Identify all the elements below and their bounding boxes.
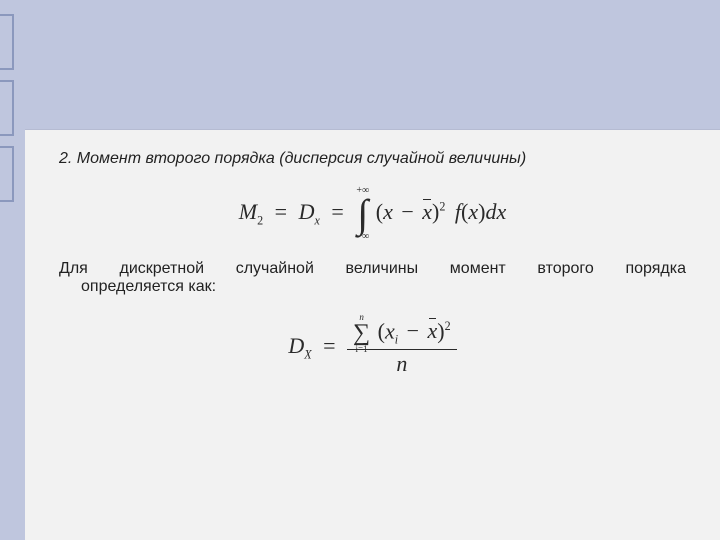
section-title: 2. Момент второго порядка (дисперсия слу… xyxy=(59,150,686,168)
slide: 2. Момент второго порядка (дисперсия слу… xyxy=(0,0,720,540)
sym-xbar: x xyxy=(422,201,432,223)
sym-eq: = xyxy=(275,199,287,224)
sym2-close: ) xyxy=(437,318,444,343)
formula-2: DX = n ∑ i=1 (xi − x)2 xyxy=(288,320,456,375)
sigma-lower: i=1 xyxy=(356,345,368,354)
formula-1: M2 = Dx = +∞ ∫ −∞ (x − x)2 f(x)dx xyxy=(239,196,506,232)
sym2-sq: 2 xyxy=(445,319,451,333)
sym2-xi-sub: i xyxy=(395,333,398,347)
sigma: n ∑ i=1 xyxy=(353,321,370,345)
sym-sq: 2 xyxy=(439,200,445,214)
sym2-open: ( xyxy=(378,318,385,343)
sym-M-sub: 2 xyxy=(257,213,263,227)
fraction-num: n ∑ i=1 (xi − x)2 xyxy=(347,320,457,350)
side-tab xyxy=(0,14,14,70)
integral-upper: +∞ xyxy=(356,186,369,196)
integral: +∞ ∫ −∞ xyxy=(357,196,368,232)
sym-open: ( xyxy=(376,199,383,224)
formula-1-wrap: M2 = Dx = +∞ ∫ −∞ (x − x)2 f(x)dx xyxy=(59,196,686,232)
sym-eq2: = xyxy=(331,199,343,224)
sym2-eq: = xyxy=(323,333,335,358)
sym-dx: dx xyxy=(485,199,506,224)
sym2-xbar: x xyxy=(428,320,438,342)
body-line-2: определяется как: xyxy=(59,278,686,296)
fraction: n ∑ i=1 (xi − x)2 n xyxy=(347,320,457,375)
integral-lower: −∞ xyxy=(356,232,369,242)
sym2-minus: − xyxy=(407,318,419,343)
formula-2-wrap: DX = n ∑ i=1 (xi − x)2 xyxy=(59,320,686,375)
sym-x: x xyxy=(383,199,393,224)
side-tab xyxy=(0,146,14,202)
sym2-D-sub: X xyxy=(304,347,311,361)
content-card: 2. Момент второго порядка (дисперсия слу… xyxy=(25,130,720,540)
sym-minus: − xyxy=(401,199,413,224)
body-line-1: Для дискретной случайной величины момент… xyxy=(59,260,686,278)
sym-M: M xyxy=(239,199,257,224)
integral-sign: ∫ xyxy=(357,196,368,232)
sigma-upper: n xyxy=(359,313,364,322)
sym-fx-x: x xyxy=(468,199,478,224)
content-inner: 2. Момент второго порядка (дисперсия слу… xyxy=(25,130,720,375)
sym-D: D xyxy=(299,199,315,224)
body-text: Для дискретной случайной величины момент… xyxy=(59,260,686,296)
sym-D-sub: x xyxy=(314,213,319,227)
side-tab xyxy=(0,80,14,136)
sym2-xi: x xyxy=(385,318,395,343)
sym2-D: D xyxy=(288,333,304,358)
